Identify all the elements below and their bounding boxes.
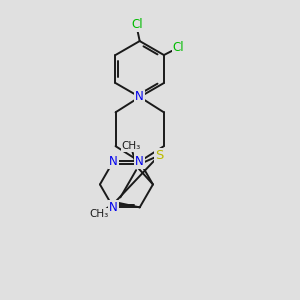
Text: CH₃: CH₃ <box>89 209 109 219</box>
Text: Cl: Cl <box>131 18 143 31</box>
Text: N: N <box>109 201 118 214</box>
Text: Cl: Cl <box>173 40 184 54</box>
Text: N: N <box>135 91 144 103</box>
Text: S: S <box>155 149 163 162</box>
Text: CH₃: CH₃ <box>122 141 141 151</box>
Text: N: N <box>109 155 118 168</box>
Text: N: N <box>135 155 144 168</box>
